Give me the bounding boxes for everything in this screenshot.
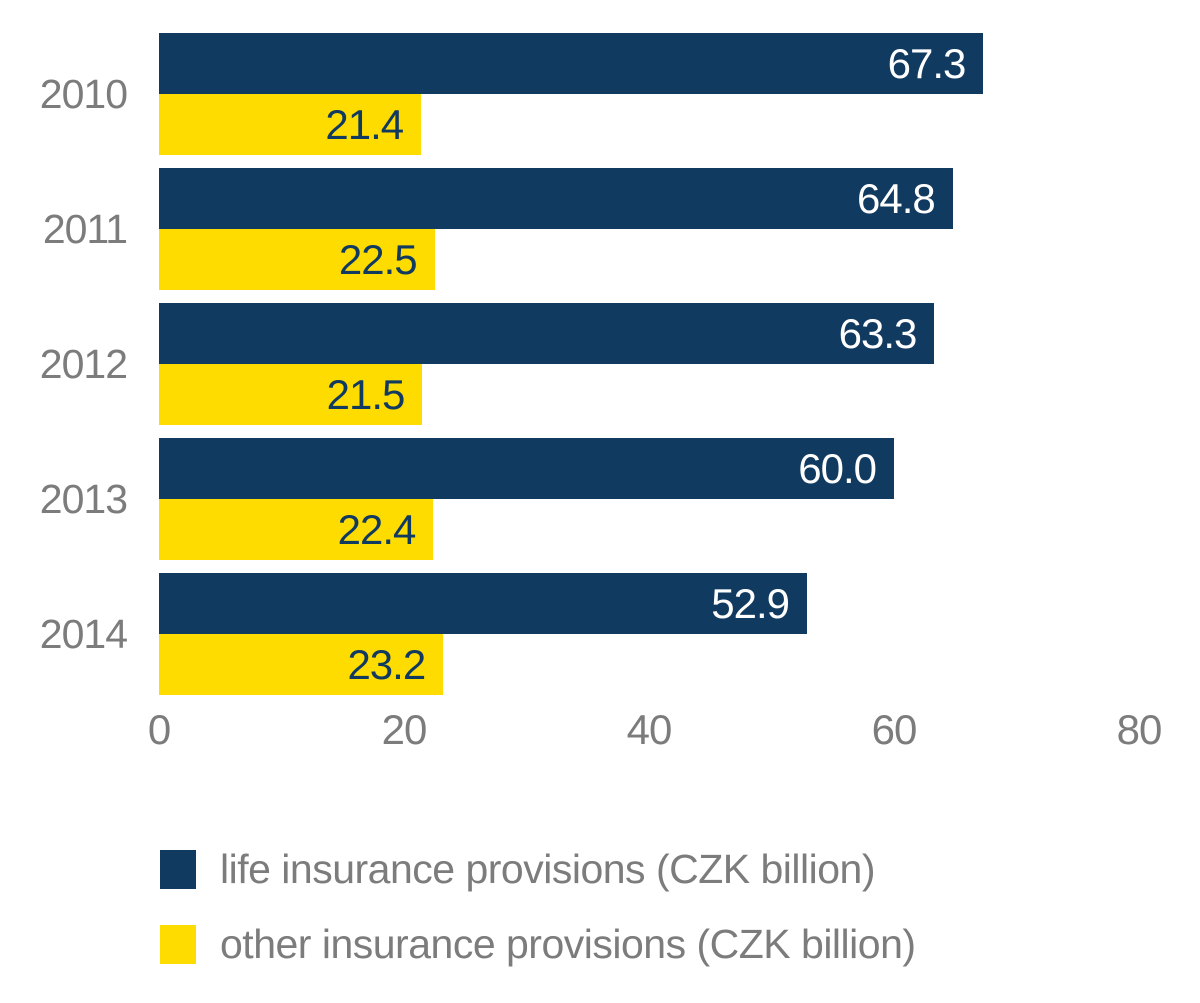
bar-life-insurance-2012: 63.3 — [159, 303, 935, 364]
bar-value-label: 23.2 — [347, 640, 426, 688]
bar-value-label: 63.3 — [838, 309, 918, 357]
bar-value-label: 60.0 — [798, 444, 877, 492]
legend-swatch-navy-icon — [160, 849, 196, 889]
legend-item-life-insurance: life insurance provisions (CZK billion) — [160, 843, 916, 895]
row-group-2014: 2014 52.9 23.2 — [0, 573, 1200, 695]
row-group-2011: 2011 64.8 22.5 — [0, 168, 1200, 290]
y-axis-label-2014: 2014 — [39, 610, 128, 657]
bar-value-label: 67.3 — [887, 39, 967, 87]
bar-life-insurance-2010: 67.3 — [159, 33, 984, 94]
bar-other-insurance-2011: 22.5 — [159, 229, 435, 290]
bar-value-label: 22.5 — [338, 235, 418, 283]
y-axis-label-2012: 2012 — [39, 340, 128, 387]
legend-label-other-insurance: other insurance provisions (CZK billion) — [220, 920, 916, 967]
bar-other-insurance-2013: 22.4 — [159, 499, 434, 560]
y-axis-label-2013: 2013 — [39, 475, 128, 522]
bar-value-label: 22.4 — [337, 505, 417, 553]
row-group-2010: 2010 67.3 21.4 — [0, 33, 1200, 155]
x-tick-80: 80 — [1116, 706, 1163, 753]
bar-value-label: 52.9 — [711, 579, 790, 627]
x-tick-20: 20 — [381, 706, 428, 753]
bar-value-label: 64.8 — [857, 174, 936, 222]
x-axis: 0 20 40 60 80 — [148, 706, 1163, 766]
bar-other-insurance-2012: 21.5 — [159, 364, 423, 425]
x-tick-0: 0 — [147, 706, 171, 753]
y-axis-label-2011: 2011 — [42, 205, 128, 252]
row-group-2012: 2012 63.3 21.5 — [0, 303, 1200, 425]
x-tick-40: 40 — [626, 706, 673, 753]
bar-life-insurance-2013: 60.0 — [159, 438, 894, 499]
bar-value-label: 21.4 — [325, 100, 404, 148]
legend: life insurance provisions (CZK billion) … — [160, 843, 916, 993]
legend-item-other-insurance: other insurance provisions (CZK billion) — [160, 918, 916, 970]
bar-other-insurance-2014: 23.2 — [159, 634, 444, 695]
bar-life-insurance-2014: 52.9 — [159, 573, 808, 634]
legend-swatch-yellow-icon — [160, 924, 196, 964]
x-tick-60: 60 — [871, 706, 918, 753]
legend-label-life-insurance: life insurance provisions (CZK billion) — [220, 845, 875, 892]
bar-value-label: 21.5 — [326, 370, 406, 418]
bar-life-insurance-2011: 64.8 — [159, 168, 953, 229]
row-group-2013: 2013 60.0 22.4 — [0, 438, 1200, 560]
bar-other-insurance-2010: 21.4 — [159, 94, 422, 155]
y-axis-label-2010: 2010 — [39, 70, 128, 117]
